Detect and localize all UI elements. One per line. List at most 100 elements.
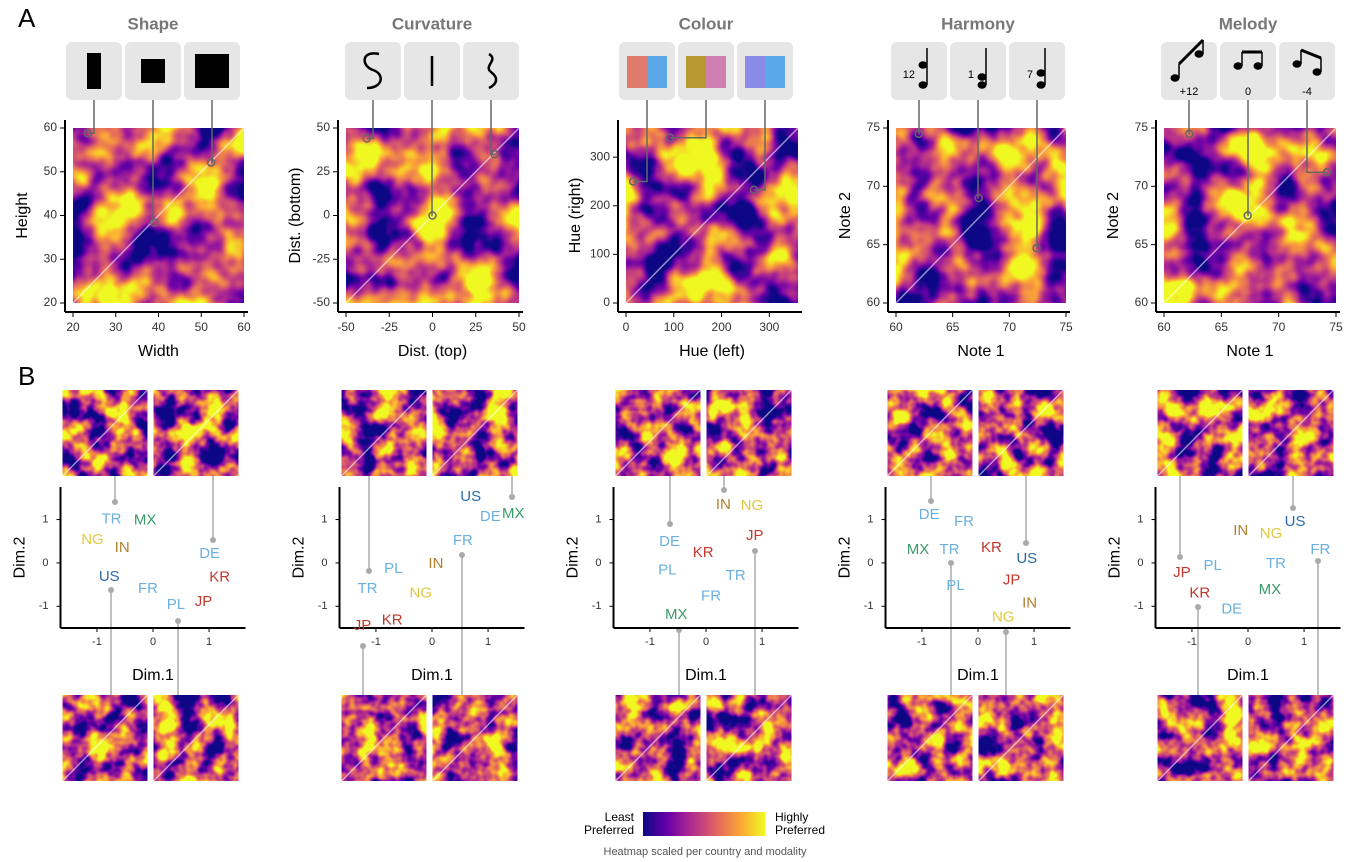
y-tick-label: 1 xyxy=(42,513,48,525)
country-point: DE xyxy=(659,533,680,550)
y-tick-label: 1 xyxy=(321,513,327,525)
colorbar-caption: Heatmap scaled per country and modality xyxy=(603,846,807,858)
y-tick-label: 0 xyxy=(323,208,330,222)
diagonal xyxy=(152,389,240,477)
country-point: US xyxy=(460,488,481,505)
connector-dot xyxy=(1023,540,1029,546)
colour-icon xyxy=(745,56,765,88)
diagonal xyxy=(977,694,1065,782)
y-axis-label: Dim.2 xyxy=(12,537,29,579)
y-tick-label: 60 xyxy=(867,295,881,309)
y-tick-label: 100 xyxy=(590,247,610,261)
country-point: IN xyxy=(1022,595,1037,612)
country-point: JP xyxy=(746,527,764,544)
y-axis-label: Height xyxy=(14,192,31,239)
country-point: KR xyxy=(693,544,714,561)
diagonal xyxy=(61,389,149,477)
connector-dot xyxy=(360,643,366,649)
colour-icon xyxy=(765,56,785,88)
country-point: NG xyxy=(992,609,1015,626)
marker-connector xyxy=(1306,100,1327,174)
note-head xyxy=(1036,69,1046,77)
panel-label: B xyxy=(18,361,35,391)
y-tick-label: 20 xyxy=(44,295,58,309)
country-point: DE xyxy=(919,506,940,523)
colour-icon xyxy=(647,56,667,88)
x-tick-label: 50 xyxy=(195,320,209,334)
country-point: TR xyxy=(726,567,746,584)
note-beam xyxy=(1177,38,1205,66)
marker-connector xyxy=(211,100,213,164)
country-point: MX xyxy=(134,511,157,528)
country-point: PL xyxy=(946,577,964,594)
x-tick-label: 1 xyxy=(759,636,765,648)
country-point: IN xyxy=(428,555,443,572)
diagonal xyxy=(705,389,793,477)
country-point: IN xyxy=(115,539,130,556)
interval-label: 7 xyxy=(1027,69,1033,81)
note-head xyxy=(977,81,987,89)
y-axis-label: Dim.2 xyxy=(1107,537,1124,579)
country-point: FR xyxy=(453,532,473,549)
stimulus-icon-box xyxy=(1009,42,1065,100)
stimulus-marker xyxy=(665,133,675,142)
country-point: TR xyxy=(358,580,378,597)
connector-dot xyxy=(1177,554,1183,560)
connector-dot xyxy=(459,552,465,558)
marker-connector xyxy=(431,100,433,217)
country-point: US xyxy=(99,568,120,585)
stimulus-marker xyxy=(974,193,983,203)
diagonal xyxy=(340,389,428,477)
country-point: KR xyxy=(1189,585,1210,602)
shape-icon xyxy=(141,59,165,83)
x-tick-label: 70 xyxy=(1272,320,1286,334)
colour-icon xyxy=(627,56,647,88)
x-tick-label: 70 xyxy=(1003,320,1017,334)
country-point: DE xyxy=(480,508,501,525)
country-point: JP xyxy=(1173,564,1191,581)
colour-icon xyxy=(686,56,706,88)
y-tick-label: 75 xyxy=(867,120,881,134)
note-head xyxy=(1036,81,1046,89)
country-point: PL xyxy=(167,596,185,613)
country-point: FR xyxy=(701,588,721,605)
y-tick-label: 0 xyxy=(321,557,327,569)
diagonal xyxy=(1156,694,1244,782)
y-tick-label: 0 xyxy=(603,295,610,309)
y-tick-label: 0 xyxy=(1137,557,1143,569)
country-point: MX xyxy=(907,541,930,558)
country-point: US xyxy=(1016,550,1037,567)
country-point: FR xyxy=(954,513,974,530)
country-point: PL xyxy=(1204,557,1222,574)
diagonal xyxy=(977,389,1065,477)
y-tick-label: 200 xyxy=(590,198,610,212)
panel-title: Curvature xyxy=(392,14,472,33)
y-axis-label: Note 2 xyxy=(837,192,854,239)
x-tick-label: -1 xyxy=(1187,636,1197,648)
y-tick-label: 70 xyxy=(1135,179,1149,193)
y-axis-label: Hue (right) xyxy=(567,178,584,254)
x-tick-label: 60 xyxy=(1157,320,1171,334)
country-point: FR xyxy=(138,580,158,597)
country-point: KR xyxy=(382,612,403,629)
stimulus-marker xyxy=(428,211,437,220)
y-tick-label: 30 xyxy=(44,251,58,265)
x-tick-label: 0 xyxy=(623,320,630,334)
panel-title: Shape xyxy=(127,14,178,33)
note-head xyxy=(1253,62,1263,70)
stimulus-marker xyxy=(490,150,500,159)
country-point: KR xyxy=(981,539,1002,556)
x-tick-label: 75 xyxy=(1329,320,1343,334)
x-tick-label: 0 xyxy=(150,636,156,648)
diagonal xyxy=(886,389,974,477)
connector-dot xyxy=(1290,505,1296,511)
marker-connector xyxy=(152,100,155,224)
country-point: IN xyxy=(1233,522,1248,539)
stimulus-marker xyxy=(83,129,93,138)
note-head xyxy=(1233,62,1243,70)
y-tick-label: 70 xyxy=(867,179,881,193)
connector-dot xyxy=(175,618,181,624)
stimulus-marker xyxy=(628,177,638,186)
